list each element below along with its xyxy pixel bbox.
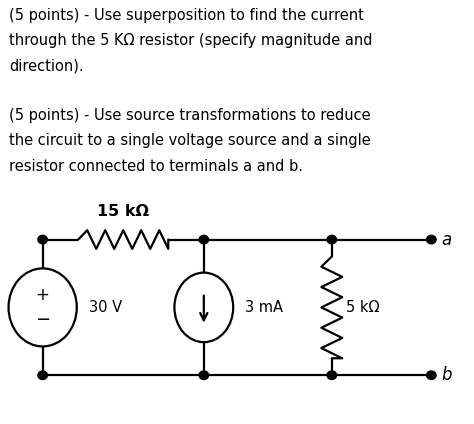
Text: the circuit to a single voltage source and a single: the circuit to a single voltage source a… <box>9 133 371 148</box>
Text: 5 kΩ: 5 kΩ <box>346 300 380 315</box>
Text: direction).: direction). <box>9 59 84 74</box>
Text: (5 points) - Use superposition to find the current: (5 points) - Use superposition to find t… <box>9 8 365 23</box>
Circle shape <box>199 235 209 244</box>
Circle shape <box>38 235 47 244</box>
Circle shape <box>427 371 436 379</box>
Circle shape <box>199 371 209 379</box>
Circle shape <box>38 371 47 379</box>
Text: +: + <box>36 286 50 304</box>
Text: resistor connected to terminals a and b.: resistor connected to terminals a and b. <box>9 159 303 173</box>
Circle shape <box>427 235 436 244</box>
Text: (5 points) - Use source transformations to reduce: (5 points) - Use source transformations … <box>9 108 371 123</box>
Text: b: b <box>442 366 452 384</box>
Text: 15 kΩ: 15 kΩ <box>97 204 149 219</box>
Text: 3 mA: 3 mA <box>245 300 283 315</box>
Circle shape <box>327 235 337 244</box>
Ellipse shape <box>9 268 77 346</box>
Ellipse shape <box>174 273 233 342</box>
Text: −: − <box>35 311 50 329</box>
Text: through the 5 KΩ resistor (specify magnitude and: through the 5 KΩ resistor (specify magni… <box>9 33 373 48</box>
Text: a: a <box>442 231 452 248</box>
Circle shape <box>327 371 337 379</box>
Text: 30 V: 30 V <box>89 300 122 315</box>
